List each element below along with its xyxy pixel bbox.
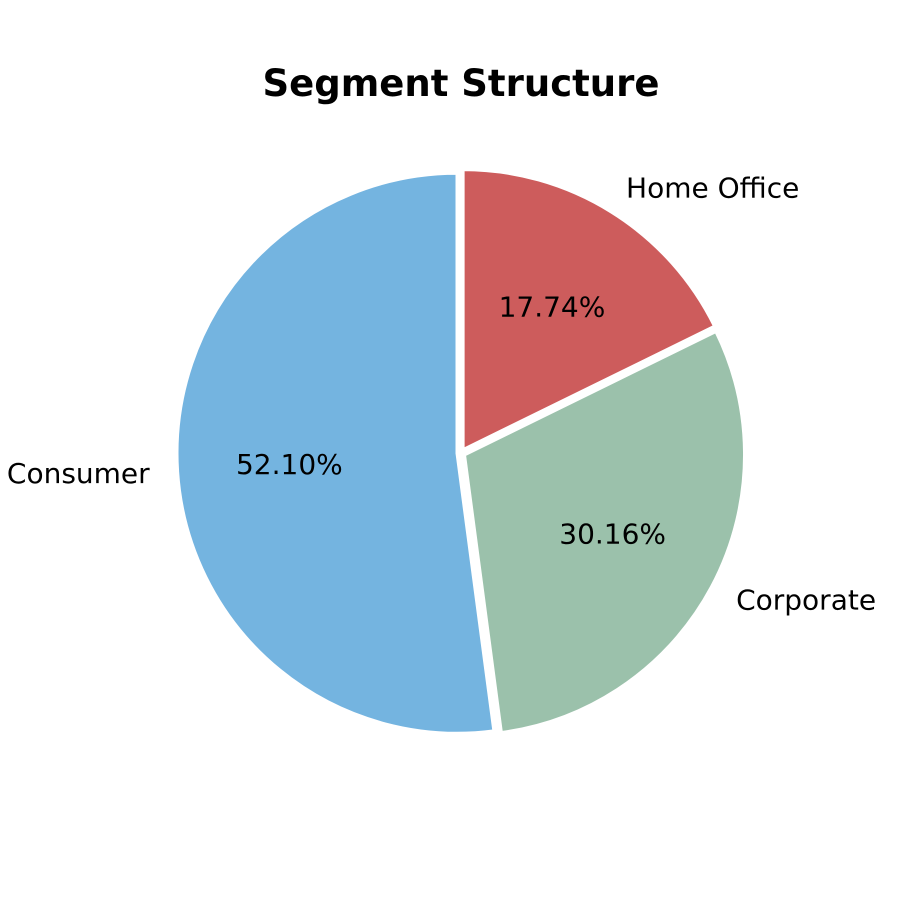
pct-label-home-office: 17.74% — [499, 291, 606, 324]
slice-consumer — [175, 171, 496, 735]
percentage-labels: 52.10% 30.16% 17.74% — [236, 291, 666, 551]
pct-label-corporate: 30.16% — [559, 518, 666, 551]
category-label-home-office: Home Office — [626, 172, 799, 205]
pie-slices — [175, 168, 746, 735]
chart-title: Segment Structure — [262, 62, 659, 105]
category-labels: Consumer Corporate Home Office — [7, 172, 876, 617]
category-label-corporate: Corporate — [736, 584, 876, 617]
pct-label-consumer: 52.10% — [236, 448, 343, 481]
slice-corporate — [462, 329, 746, 735]
slice-home-office — [461, 168, 717, 453]
category-label-consumer: Consumer — [7, 457, 150, 490]
